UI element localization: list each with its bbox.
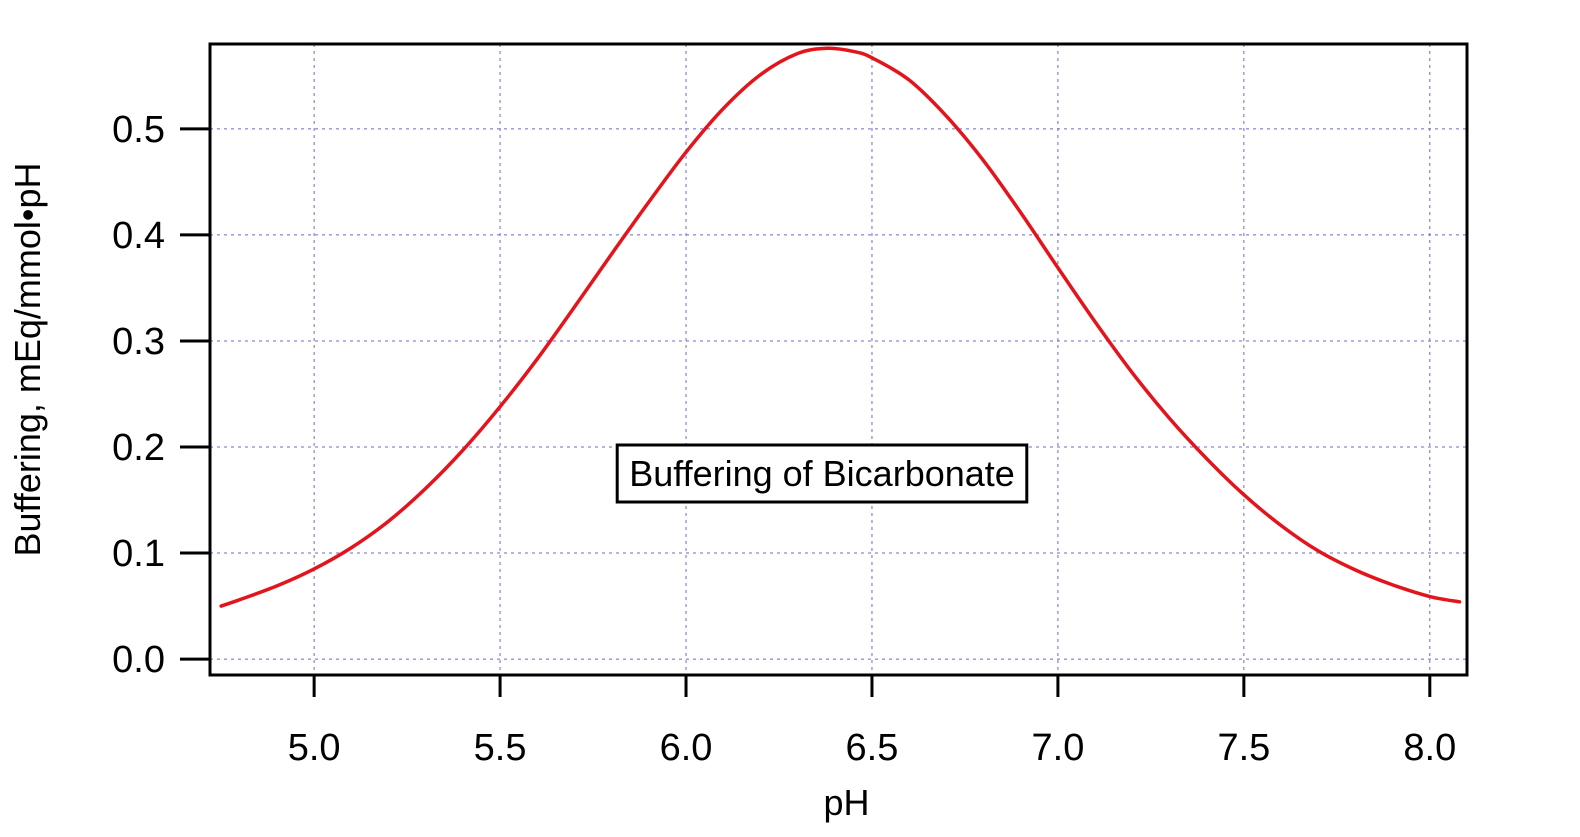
x-tick-label: 6.5 — [846, 727, 899, 769]
x-tick-label: 8.0 — [1403, 727, 1456, 769]
y-tick-label: 0.0 — [112, 639, 165, 681]
x-axis-title: pH — [823, 782, 869, 823]
y-tick-label: 0.1 — [112, 533, 165, 575]
x-tick-label: 5.5 — [474, 727, 527, 769]
y-tick-label: 0.5 — [112, 109, 165, 151]
x-tick-label: 6.0 — [660, 727, 713, 769]
annotation-text: Buffering of Bicarbonate — [629, 453, 1015, 494]
x-tick-label: 7.5 — [1217, 727, 1270, 769]
y-tick-label: 0.3 — [112, 321, 165, 363]
y-axis-title: Buffering, mEq/mmol•pH — [7, 162, 48, 556]
annotation-box: Buffering of Bicarbonate — [615, 443, 1029, 504]
y-tick-label: 0.4 — [112, 215, 165, 257]
series-layer — [219, 46, 1462, 608]
x-tick-label: 5.0 — [288, 727, 341, 769]
series-line — [219, 46, 1462, 608]
grid-lines — [210, 44, 1467, 675]
y-tick-label: 0.2 — [112, 427, 165, 469]
annotation-frame — [615, 443, 1029, 504]
plot-frame — [208, 42, 1469, 677]
x-tick-label: 7.0 — [1032, 727, 1085, 769]
axis-ticks: 5.0 5.5 6.0 6.5 7.0 7.5 8.0 0.0 0.1 0.2 0.3 0.4 0.5 — [112, 109, 1456, 769]
